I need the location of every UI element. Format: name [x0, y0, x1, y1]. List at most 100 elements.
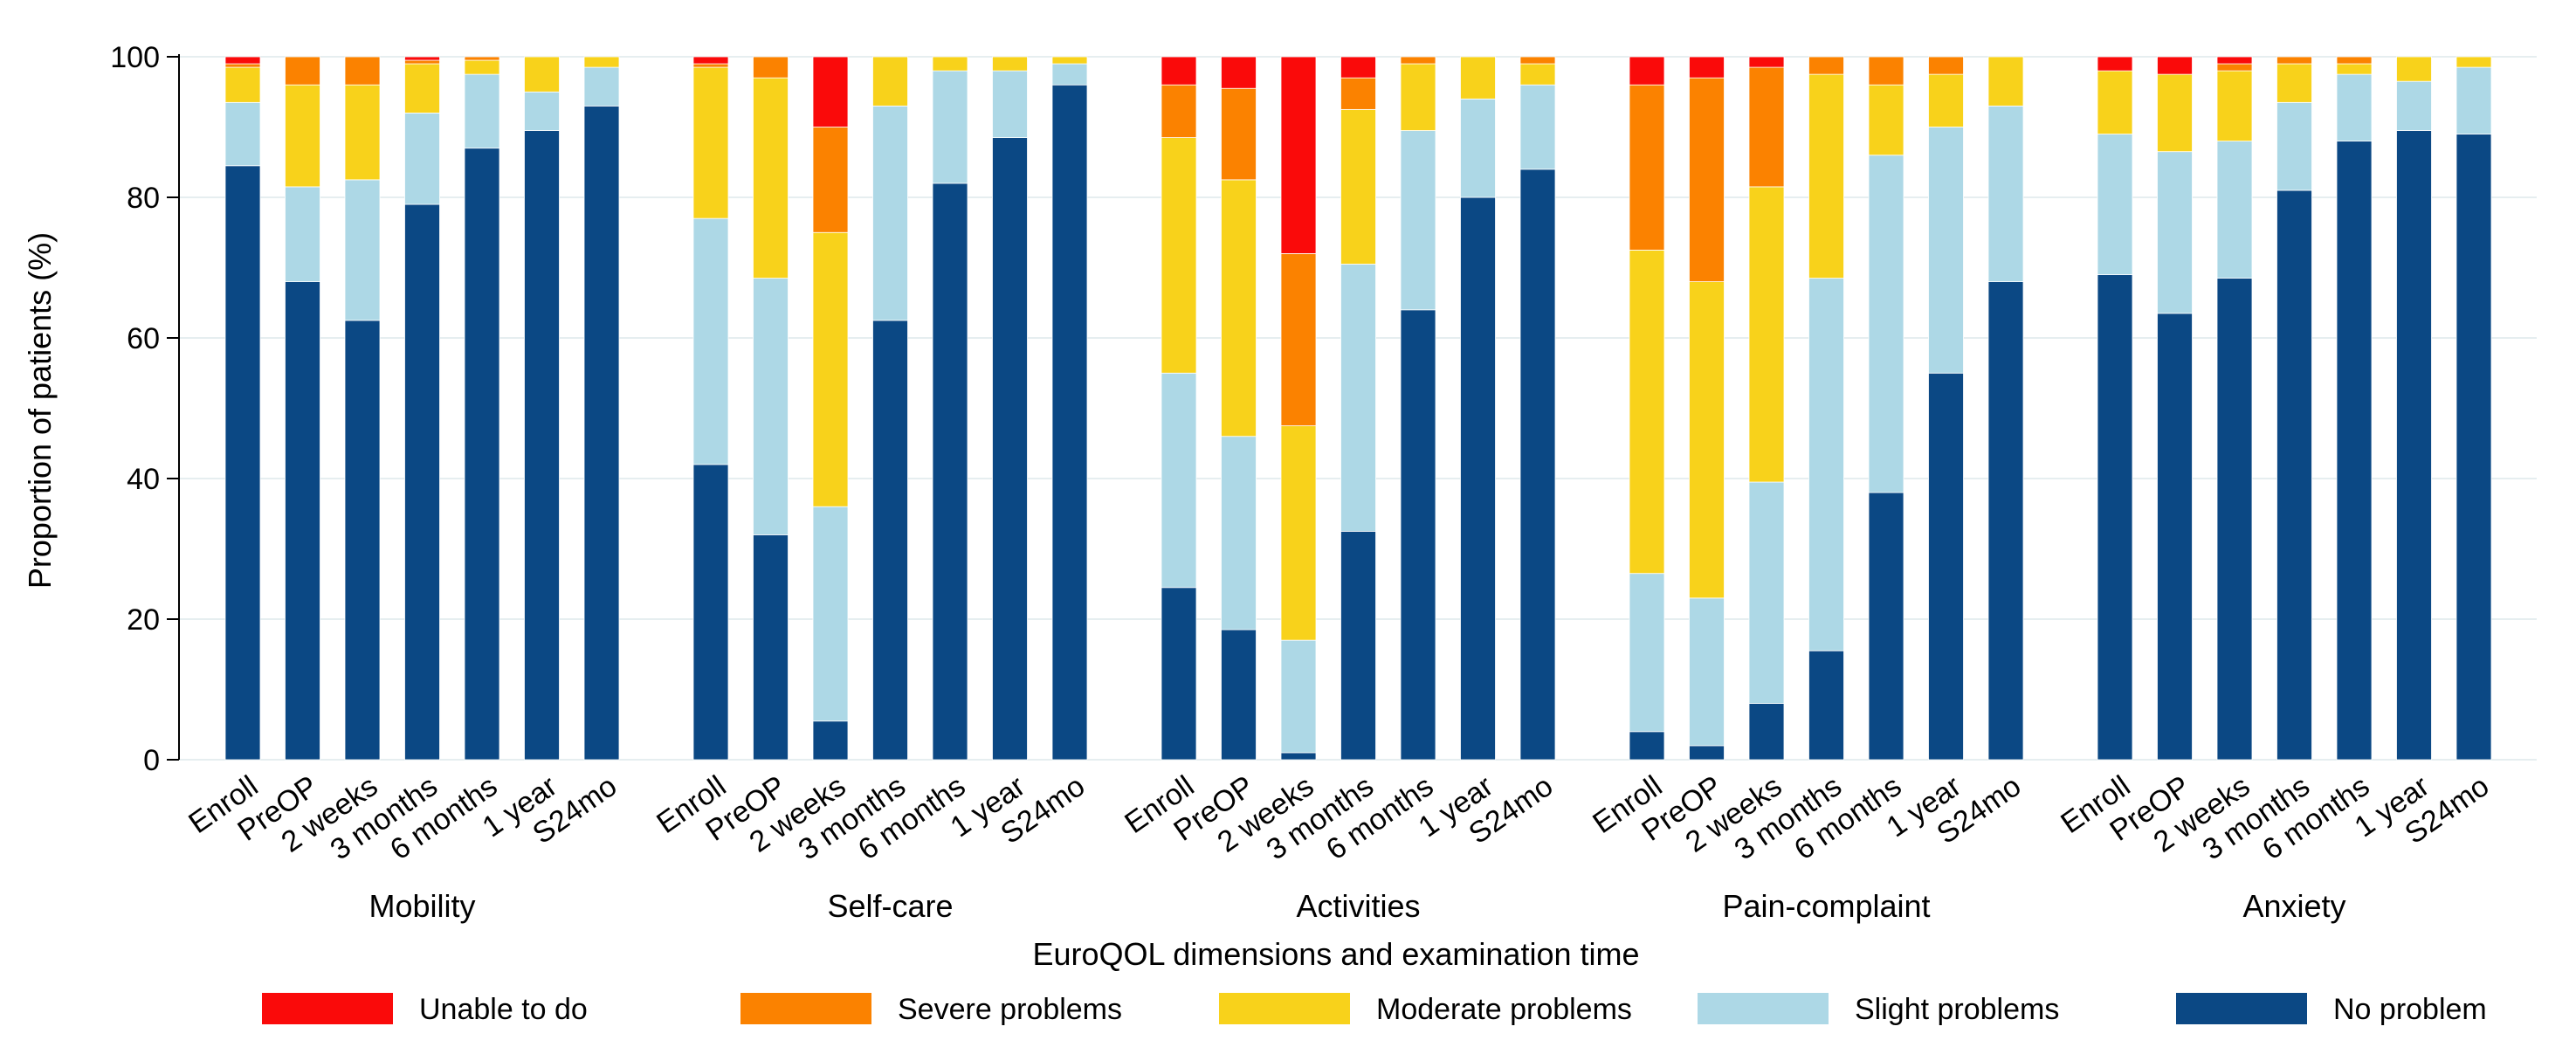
bar-segment-slight-problems — [753, 278, 789, 535]
bar-segment-unable-to-do — [1629, 56, 1665, 86]
bar-segment-no-problem — [2097, 274, 2133, 761]
bar-segment-severe-problems — [692, 63, 729, 68]
bar-segment-no-problem — [1987, 281, 2024, 761]
bar-segment-unable-to-do — [1221, 56, 1257, 89]
bar-segment-no-problem — [992, 137, 1028, 761]
bar-segment-severe-problems — [285, 56, 320, 86]
bar-segment-no-problem — [2276, 189, 2312, 761]
bar-segment-moderate-problems — [1928, 73, 1964, 127]
bar-segment-unable-to-do — [1340, 56, 1376, 79]
group-label: Self-care — [827, 888, 953, 924]
bar-segment-no-problem — [1280, 752, 1317, 761]
bar-segment-moderate-problems — [812, 231, 849, 507]
bar-segment-severe-problems — [812, 127, 849, 233]
bar-segment-no-problem — [2216, 278, 2253, 761]
bar-segment-moderate-problems — [932, 56, 968, 72]
bar-segment-no-problem — [753, 534, 789, 761]
bar-segment-slight-problems — [2157, 151, 2193, 314]
bar-segment-no-problem — [2455, 134, 2492, 761]
bar-segment-severe-problems — [2216, 63, 2253, 72]
bar-segment-severe-problems — [1748, 66, 1785, 188]
bar-segment-severe-problems — [753, 56, 789, 79]
bar-segment-severe-problems — [1629, 84, 1665, 251]
bar-segment-moderate-problems — [1808, 73, 1844, 279]
bar-segment-unable-to-do — [692, 56, 729, 65]
legend-item: Slight problems — [1698, 993, 2059, 1026]
bar-segment-slight-problems — [1221, 436, 1257, 630]
bar-segment-moderate-problems — [1221, 179, 1257, 437]
bar-segment-unable-to-do — [812, 56, 849, 127]
bar-segment-no-problem — [932, 183, 968, 761]
legend-label: No problem — [2333, 993, 2487, 1026]
bar-segment-no-problem — [812, 720, 849, 761]
bar-segment-no-problem — [2157, 313, 2193, 761]
bar-segment-unable-to-do — [404, 56, 440, 61]
bar-segment-moderate-problems — [464, 59, 500, 75]
bar-segment-no-problem — [692, 464, 729, 761]
bar-segment-slight-problems — [1629, 573, 1665, 733]
bar-segment-slight-problems — [344, 179, 381, 321]
legend-item: Moderate problems — [1219, 993, 1632, 1026]
bar-segment-slight-problems — [692, 217, 729, 465]
bar-segment-unable-to-do — [1689, 56, 1725, 79]
bar-segment-moderate-problems — [692, 66, 729, 219]
bar-segment-severe-problems — [1161, 84, 1197, 138]
bar-segment-slight-problems — [404, 112, 440, 205]
legend-swatch — [262, 993, 393, 1024]
bar-segment-severe-problems — [344, 56, 381, 86]
legend-item: No problem — [2176, 993, 2487, 1026]
bar-segment-moderate-problems — [285, 84, 320, 188]
bar-segment-severe-problems — [224, 63, 261, 68]
bar-segment-no-problem — [224, 165, 261, 761]
bar-segment-moderate-problems — [2276, 63, 2312, 103]
bar-segment-slight-problems — [285, 186, 320, 283]
legend-swatch — [1219, 993, 1350, 1024]
bar-segment-unable-to-do — [2216, 56, 2253, 65]
bar-segment-moderate-problems — [2336, 63, 2373, 75]
bar-segment-severe-problems — [2336, 56, 2373, 65]
y-tick-label: 60 — [127, 322, 160, 355]
bar-segment-severe-problems — [464, 56, 500, 61]
bar-segment-slight-problems — [932, 70, 968, 184]
bar-segment-slight-problems — [524, 91, 560, 131]
legend-swatch — [2176, 993, 2307, 1024]
bar-segment-slight-problems — [1689, 597, 1725, 747]
legend-label: Unable to do — [419, 993, 588, 1026]
bar-segment-unable-to-do — [2097, 56, 2133, 72]
bar-segment-severe-problems — [1221, 87, 1257, 181]
bar-segment-no-problem — [464, 148, 500, 761]
bar-segment-slight-problems — [1519, 84, 1556, 170]
bar-segment-no-problem — [1629, 731, 1665, 761]
bar-segment-no-problem — [1689, 745, 1725, 761]
y-tick-label: 80 — [127, 182, 160, 215]
bar-segment-moderate-problems — [2097, 70, 2133, 134]
bar-segment-moderate-problems — [1748, 186, 1785, 483]
bar-segment-severe-problems — [1280, 252, 1317, 427]
bar-segment-slight-problems — [2276, 101, 2312, 191]
bar-segment-slight-problems — [2455, 66, 2492, 134]
bar-segment-no-problem — [2336, 141, 2373, 761]
bar-segment-no-problem — [1051, 84, 1088, 761]
bar-segment-slight-problems — [812, 506, 849, 722]
bar-segment-slight-problems — [583, 66, 620, 107]
bar-segment-moderate-problems — [1051, 56, 1088, 65]
legend: Unable to do Severe problems Moderate prob… — [262, 993, 2487, 1026]
bar-segment-slight-problems — [2097, 134, 2133, 275]
bar-segment-moderate-problems — [753, 77, 789, 279]
bar-segment-no-problem — [1221, 629, 1257, 761]
bar-segment-moderate-problems — [2157, 73, 2193, 153]
bar-segment-slight-problems — [1161, 372, 1197, 589]
bar-segment-no-problem — [1868, 492, 1904, 761]
bar-segment-unable-to-do — [1748, 56, 1785, 68]
bar-segment-moderate-problems — [1987, 56, 2024, 107]
bar-segment-slight-problems — [1460, 98, 1496, 198]
bar-segment-moderate-problems — [1868, 84, 1904, 156]
bar-segment-slight-problems — [1748, 481, 1785, 705]
bar-segment-no-problem — [872, 320, 908, 761]
legend-label: Slight problems — [1855, 993, 2059, 1026]
bar-segment-slight-problems — [1051, 63, 1088, 86]
bar-segment-moderate-problems — [1460, 56, 1496, 100]
bar-segment-no-problem — [285, 281, 320, 761]
bar-segment-no-problem — [344, 320, 381, 761]
